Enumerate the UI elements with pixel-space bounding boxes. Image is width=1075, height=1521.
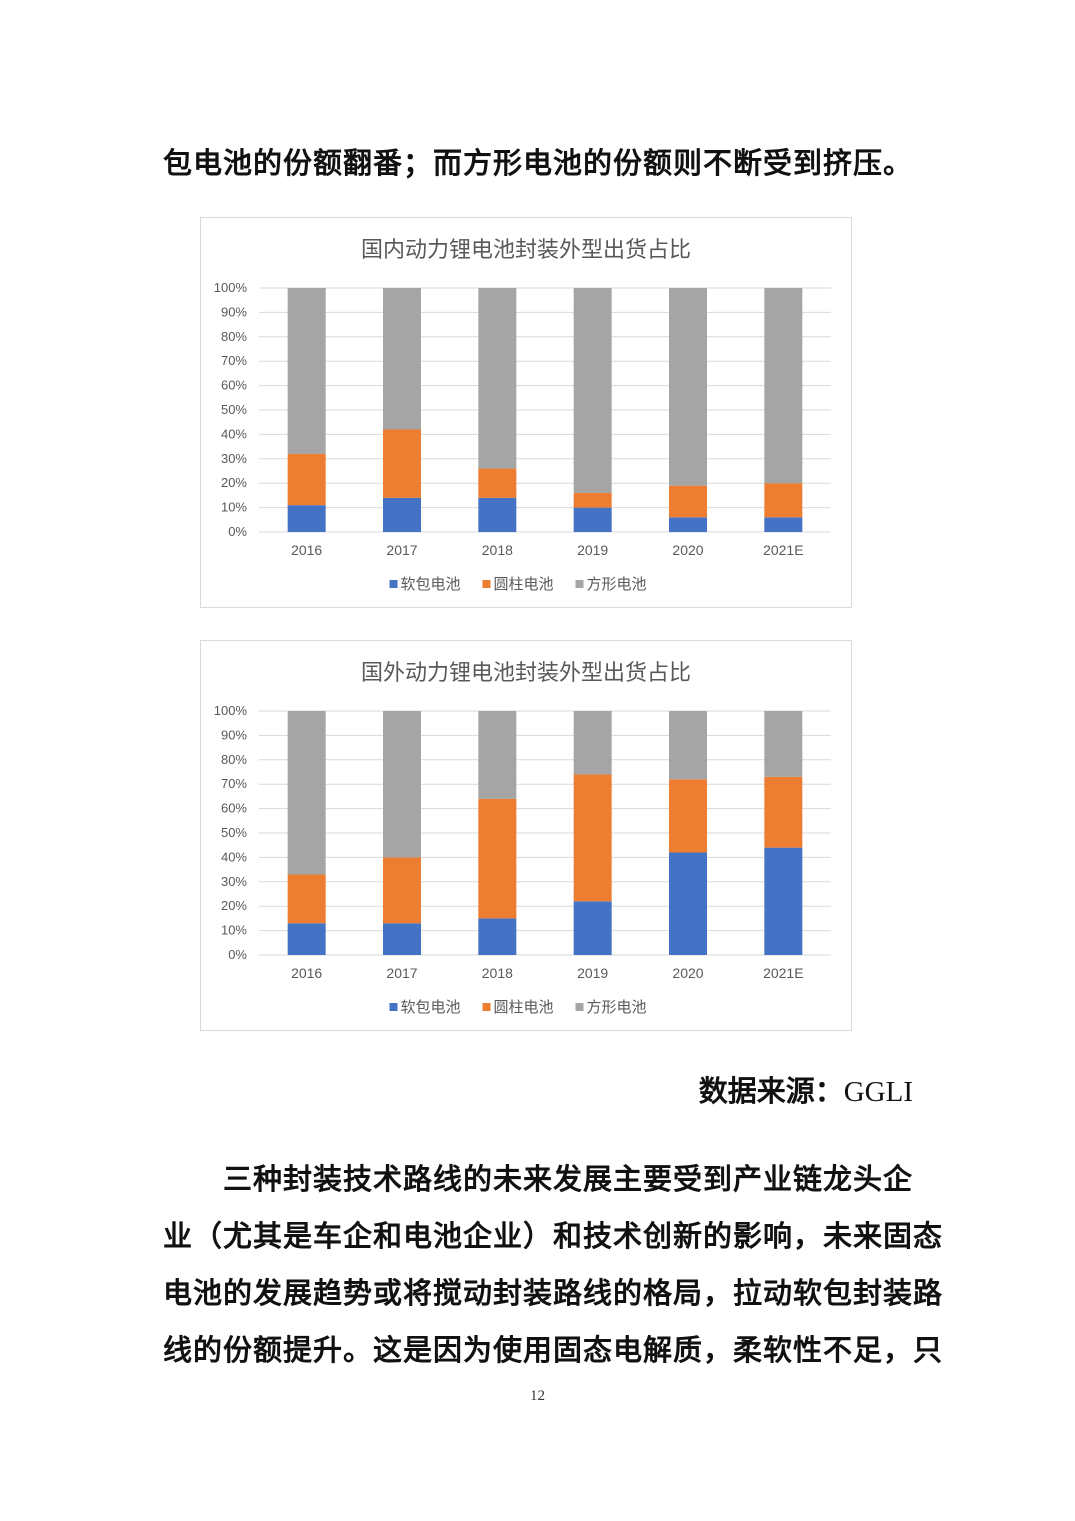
x-tick-label: 2020 — [672, 965, 703, 981]
y-tick-label: 60% — [221, 378, 247, 393]
bar-segment — [287, 874, 326, 924]
bar-segment — [764, 483, 803, 518]
bar-segment — [287, 288, 326, 454]
legend-label: 方形电池 — [587, 998, 647, 1016]
bar-segment — [478, 497, 517, 532]
legend-swatch — [575, 580, 584, 588]
x-tick-label: 2016 — [291, 542, 322, 558]
paragraph-line-2: 业（尤其是车企和电池企业）和技术创新的影响，未来固态 — [163, 1219, 944, 1253]
bar-segment — [383, 711, 421, 858]
bar-segment — [764, 517, 803, 532]
bar-segment — [383, 497, 421, 532]
x-tick-label: 2017 — [386, 542, 417, 558]
bar-segment — [573, 507, 612, 532]
domestic-chart-svg: 国内动力锂电池封装外型出货占比 0% 10% 20% 30% 40% 50% 60% 70% 80… — [214, 238, 831, 593]
bar-segment — [287, 453, 326, 506]
y-tick-label: 50% — [221, 825, 247, 840]
y-tick-label: 20% — [221, 475, 247, 490]
x-tick-label: 2017 — [386, 965, 417, 981]
bar-segment — [383, 429, 421, 498]
bar-segment — [669, 711, 707, 780]
y-tick-label: 100% — [214, 703, 248, 718]
y-tick-label: 30% — [221, 874, 247, 889]
x-tick-label: 2019 — [577, 542, 608, 558]
overseas-chart-svg: 国外动力锂电池封装外型出货占比 0% 10% 20% 30% 40% 50% 60% 70% 80… — [214, 661, 831, 1016]
bar-segment — [669, 288, 707, 486]
x-tick-label: 2021E — [763, 542, 803, 558]
bar-segment — [573, 901, 612, 955]
y-tick-label: 100% — [214, 280, 248, 295]
bar-segment — [573, 492, 612, 508]
x-tick-label: 2018 — [482, 542, 513, 558]
y-tick-label: 70% — [221, 776, 247, 791]
data-source-label: 数据来源： — [698, 1074, 844, 1108]
bar-segment — [287, 505, 326, 532]
y-tick-label: 10% — [221, 500, 247, 515]
y-tick-label: 60% — [221, 801, 247, 816]
paragraph-line-4: 线的份额提升。这是因为使用固态电解质，柔软性不足，只 — [163, 1333, 944, 1367]
y-tick-label: 0% — [228, 947, 247, 962]
chart-title: 国外动力锂电池封装外型出货占比 — [361, 661, 691, 686]
bar-segment — [669, 852, 707, 955]
paragraph-top: 包电池的份额翻番；而方形电池的份额则不断受到挤压。 — [163, 146, 914, 180]
legend-label: 圆柱电池 — [494, 998, 554, 1016]
y-tick-label: 40% — [221, 426, 247, 441]
bar-segment — [669, 485, 707, 518]
page-number: 12 — [530, 1388, 545, 1404]
x-tick-label: 2018 — [482, 965, 513, 981]
legend-swatch — [482, 580, 491, 588]
bar-segment — [764, 711, 803, 777]
domestic-chart: 国内动力锂电池封装外型出货占比 0% 10% 20% 30% 40% 50% 60% 70% 80… — [200, 217, 852, 608]
y-tick-label: 50% — [221, 402, 247, 417]
bar-segment — [764, 776, 803, 848]
bar-segment — [573, 711, 612, 775]
bar-segment — [478, 798, 517, 919]
bar-segment — [478, 288, 517, 469]
paragraph-line-1: 三种封装技术路线的未来发展主要受到产业链龙头企 — [163, 1162, 914, 1196]
bar-segment — [669, 517, 707, 532]
y-tick-label: 80% — [221, 329, 247, 344]
y-tick-label: 90% — [221, 727, 247, 742]
x-tick-label: 2016 — [291, 965, 322, 981]
data-source: 数据来源：GGLI — [699, 1068, 913, 1110]
bar-segment — [764, 288, 803, 484]
legend-swatch — [482, 1003, 491, 1011]
bar-segment — [383, 288, 421, 430]
legend-swatch — [389, 580, 398, 588]
bar-segment — [383, 857, 421, 924]
y-tick-label: 70% — [221, 353, 247, 368]
y-tick-label: 30% — [221, 451, 247, 466]
legend-label: 软包电池 — [401, 998, 461, 1016]
overseas-chart: 国外动力锂电池封装外型出货占比 0% 10% 20% 30% 40% 50% 60% 70% 80… — [200, 640, 852, 1031]
legend-label: 软包电池 — [401, 575, 461, 593]
legend-label: 方形电池 — [587, 575, 647, 593]
bar-segment — [669, 779, 707, 853]
y-tick-label: 90% — [221, 304, 247, 319]
bar-segment — [287, 923, 326, 955]
bar-segment — [573, 774, 612, 902]
y-tick-label: 20% — [221, 898, 247, 913]
y-tick-label: 0% — [228, 524, 247, 539]
bar-segment — [478, 468, 517, 498]
bar-segment — [478, 711, 517, 799]
bar-segment — [383, 923, 421, 955]
legend-label: 圆柱电池 — [494, 575, 554, 593]
x-tick-label: 2019 — [577, 965, 608, 981]
x-tick-label: 2020 — [672, 542, 703, 558]
y-tick-label: 40% — [221, 849, 247, 864]
bar-segment — [478, 918, 517, 955]
y-tick-label: 80% — [221, 752, 247, 767]
legend-swatch — [389, 1003, 398, 1011]
data-source-name: GGLI — [843, 1076, 913, 1108]
bar-segment — [573, 288, 612, 493]
chart-title: 国内动力锂电池封装外型出货占比 — [361, 238, 691, 263]
legend-swatch — [575, 1003, 584, 1011]
bar-segment — [764, 847, 803, 955]
bar-segment — [287, 711, 326, 875]
x-tick-label: 2021E — [763, 965, 803, 981]
y-tick-label: 10% — [221, 923, 247, 938]
paragraph-line-3: 电池的发展趋势或将搅动封装路线的格局，拉动软包封装路 — [163, 1276, 944, 1310]
